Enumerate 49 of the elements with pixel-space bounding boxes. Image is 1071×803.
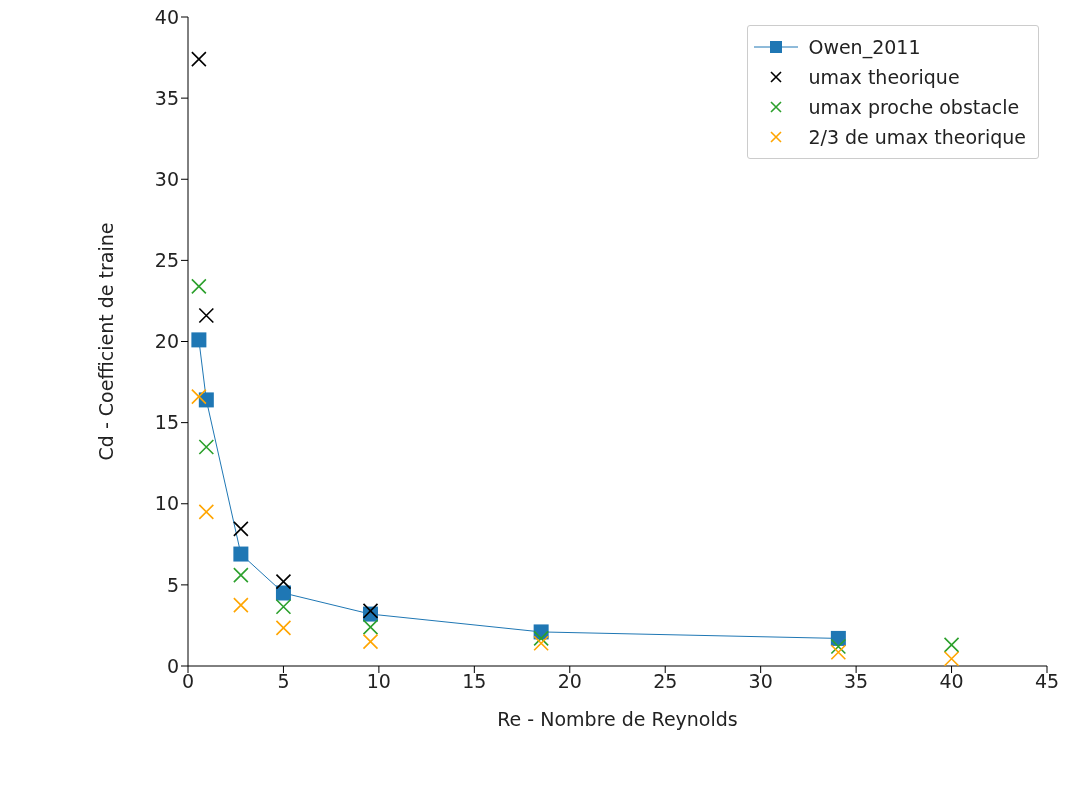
y-axis-title: Cd - Coefficient de traine (94, 222, 117, 461)
point (943, 637, 960, 653)
x-tick-label: 45 (1034, 670, 1060, 693)
y-tick-label: 15 (154, 411, 179, 434)
legend-label: umax theorique (808, 66, 960, 88)
x-tick-label: 0 (181, 670, 195, 693)
point (233, 546, 249, 562)
x-tick-label: 35 (844, 670, 869, 693)
point (191, 332, 207, 348)
point (198, 439, 215, 455)
point (198, 504, 215, 520)
point (191, 388, 207, 405)
legend-label: 2/3 de umax theorique (808, 126, 1026, 148)
y-tick-label: 0 (166, 654, 179, 677)
point (198, 392, 214, 408)
point (533, 630, 549, 647)
y-tick-label: 10 (154, 492, 179, 515)
point (233, 597, 249, 613)
point (275, 573, 292, 590)
point (830, 644, 847, 661)
y-tick-label: 40 (154, 5, 179, 28)
x-tick-label: 10 (366, 670, 391, 693)
y-tick-label: 35 (154, 86, 179, 109)
x-tick-label: 20 (557, 670, 582, 693)
x-tick-label: 5 (277, 670, 290, 693)
y-tick-label: 5 (166, 573, 179, 596)
x-tick-label: 40 (939, 670, 964, 693)
y-tick-label: 30 (154, 167, 179, 190)
point (191, 51, 207, 67)
point (275, 598, 292, 615)
point (233, 567, 249, 583)
point (191, 278, 207, 295)
point (362, 633, 379, 650)
point (830, 638, 847, 655)
point (533, 635, 549, 652)
legend-label: umax proche obstacle (808, 96, 1020, 118)
point (943, 650, 960, 666)
y-tick-label: 25 (154, 249, 179, 272)
legend-label: Owen_2011 (808, 36, 921, 58)
point (233, 521, 249, 537)
x-tick-label: 25 (653, 670, 678, 693)
point (198, 307, 215, 324)
point (275, 585, 291, 601)
point (275, 620, 292, 636)
point (362, 619, 379, 635)
x-axis-title: Re - Nombre de Reynolds (497, 708, 738, 730)
x-tick-label: 30 (748, 670, 773, 693)
x-tick-label: 15 (462, 670, 487, 693)
y-tick-label: 20 (154, 330, 179, 353)
